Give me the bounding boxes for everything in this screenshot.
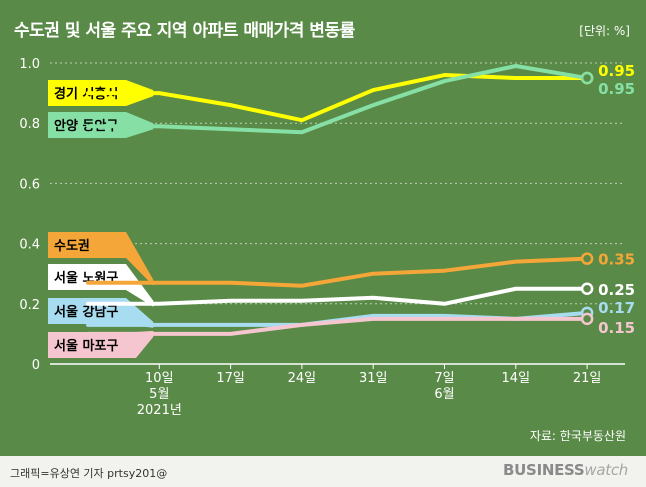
series-end-value: 0.25 [598, 281, 635, 299]
y-tick-label: 0.2 [19, 298, 40, 313]
series-end-marker [580, 71, 594, 85]
x-tick-label: 2021년 [137, 403, 182, 418]
x-tick-label: 21일 [573, 371, 602, 386]
x-tick-label: 31일 [359, 371, 388, 386]
series-end-value: 0.95 [598, 80, 635, 98]
x-tick-label: 24일 [288, 371, 317, 386]
series-label: 서울 강남구 [54, 304, 118, 320]
footer-bar: 그래픽=유상연 기자 prtsy201@ BUSINESSwatch [0, 456, 646, 487]
credit-text: 그래픽=유상연 기자 prtsy201@ [10, 467, 168, 480]
series-end-marker [580, 282, 594, 295]
series-end-value: 0.95 [598, 62, 635, 80]
y-tick-label: 1.0 [19, 57, 40, 72]
x-tick-label: 10일 [145, 371, 174, 386]
brand-logo: BUSINESSwatch [503, 461, 628, 479]
series-line [86, 286, 590, 306]
series-label: 수도권 [54, 239, 90, 254]
chart-title: 수도권 및 서울 주요 지역 아파트 매매가격 변동률 [14, 21, 355, 41]
series-label-tag [48, 232, 154, 286]
x-tick-label: 6월 [434, 387, 454, 402]
series-label-tag [48, 264, 154, 307]
brand-part-business: BUSINESS [503, 461, 585, 479]
series-end-marker [580, 312, 594, 326]
series-end-value: 0.35 [598, 251, 635, 269]
y-tick-label: 0.4 [19, 238, 40, 253]
brand-part-watch: watch [584, 461, 628, 479]
series-line [86, 73, 590, 123]
series-line [86, 256, 590, 288]
series-line [86, 64, 590, 135]
unit-label: [단위: %] [579, 24, 630, 38]
series-label-tag [48, 330, 154, 358]
series-line [86, 316, 590, 336]
series-end-marker [580, 252, 594, 265]
series-label: 서울 마포구 [54, 338, 118, 354]
y-tick-label: 0 [32, 358, 40, 373]
series-end-value: 0.15 [598, 319, 635, 337]
series-end-value: 0.17 [598, 299, 635, 317]
x-tick-label: 5월 [149, 387, 169, 402]
series-label: 경기 시흥시 [54, 86, 118, 102]
x-tick-label: 14일 [502, 371, 531, 386]
y-tick-label: 0.8 [19, 117, 40, 132]
x-tick-label: 17일 [216, 371, 245, 386]
source-label: 자료: 한국부동산원 [529, 429, 626, 443]
x-tick-label: 7일 [434, 371, 454, 386]
y-tick-label: 0.6 [19, 177, 40, 192]
